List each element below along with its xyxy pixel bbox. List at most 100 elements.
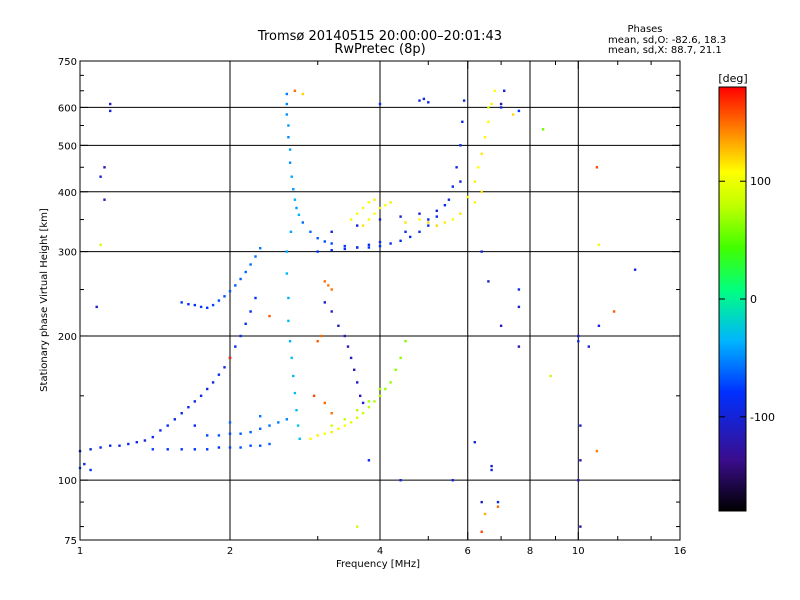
echo-point xyxy=(597,324,601,327)
echo-point xyxy=(268,424,271,427)
y-tick-label: 100 xyxy=(58,476,77,487)
echo-point xyxy=(89,468,92,472)
echo-point xyxy=(244,270,247,274)
echo-point xyxy=(228,432,232,435)
echo-point xyxy=(292,188,295,191)
echo-point xyxy=(378,102,382,106)
echo-point xyxy=(549,374,552,378)
echo-point xyxy=(541,128,545,131)
echo-point xyxy=(249,263,252,266)
echo-point xyxy=(462,99,466,102)
echo-point xyxy=(193,448,196,451)
echo-point xyxy=(290,175,293,178)
echo-point xyxy=(378,244,382,248)
x-tick-label: 2 xyxy=(227,546,233,557)
echo-point xyxy=(394,368,397,371)
echo-point xyxy=(443,221,447,224)
echo-point xyxy=(503,89,506,92)
colorbar-tick-label: 100 xyxy=(750,175,771,188)
echo-point xyxy=(330,242,333,245)
echo-point xyxy=(399,215,402,218)
echo-point xyxy=(89,448,92,451)
echo-point xyxy=(633,268,637,271)
x-tick-label: 1 xyxy=(77,546,83,557)
echo-point xyxy=(389,242,392,245)
echo-point xyxy=(587,345,590,348)
echo-point xyxy=(285,272,288,275)
echo-point xyxy=(418,230,421,233)
echo-point xyxy=(459,180,462,183)
echo-point xyxy=(499,102,503,106)
echo-point xyxy=(359,394,362,397)
echo-point xyxy=(199,305,203,309)
echo-point xyxy=(427,101,430,104)
echo-point xyxy=(487,106,490,109)
echo-point xyxy=(356,409,359,412)
echo-point xyxy=(346,345,350,348)
echo-point xyxy=(287,296,290,300)
echo-point xyxy=(499,106,503,109)
echo-point xyxy=(330,412,333,415)
echo-point xyxy=(480,250,483,253)
echo-point xyxy=(378,394,382,397)
echo-point xyxy=(95,305,98,309)
echo-point xyxy=(483,512,487,516)
echo-point xyxy=(109,102,112,106)
colorbar-tick-label: -100 xyxy=(750,411,775,424)
echo-point xyxy=(399,479,402,482)
echo-point xyxy=(259,415,262,418)
x-tick-label: 10 xyxy=(572,546,585,557)
echo-point xyxy=(99,175,102,178)
echo-point xyxy=(427,218,430,221)
echo-point xyxy=(435,215,438,218)
echo-point xyxy=(517,109,521,113)
echo-point xyxy=(301,221,304,224)
echo-point xyxy=(180,412,183,415)
echo-point xyxy=(389,201,392,204)
echo-point xyxy=(579,459,582,462)
echo-point xyxy=(287,136,290,139)
echo-point xyxy=(361,412,365,415)
echo-point xyxy=(612,310,616,313)
echo-point xyxy=(367,243,371,246)
echo-point xyxy=(480,152,483,155)
echo-point xyxy=(378,240,382,244)
echo-point xyxy=(109,109,112,113)
y-tick-label: 300 xyxy=(58,248,77,259)
y-tick-label: 400 xyxy=(58,188,77,199)
echo-point xyxy=(217,373,221,376)
echo-point xyxy=(579,424,582,427)
colorbar: [deg] 100 0 -100 xyxy=(718,72,775,512)
echo-point xyxy=(206,306,209,309)
echo-point xyxy=(127,442,130,446)
echo-point xyxy=(249,430,252,434)
echo-point xyxy=(293,198,297,201)
echo-point xyxy=(285,250,288,253)
colorbar-label: [deg] xyxy=(718,72,747,85)
echo-point xyxy=(349,218,353,221)
echo-point xyxy=(490,102,493,106)
echo-point xyxy=(597,243,601,246)
echo-point xyxy=(330,424,333,427)
echo-point xyxy=(211,303,215,307)
x-tick-label: 16 xyxy=(674,546,687,557)
x-axis-label: Frequency [MHz] xyxy=(336,559,420,570)
echo-point xyxy=(435,224,438,227)
chart-title: Tromsø 20140515 20:00:00–20:01:43 xyxy=(257,29,502,44)
echo-point xyxy=(135,441,138,444)
echo-point xyxy=(343,247,346,251)
echo-point xyxy=(268,314,271,318)
echo-point xyxy=(496,505,500,508)
echo-point xyxy=(143,439,147,442)
echo-point xyxy=(487,120,490,123)
echo-point xyxy=(490,464,493,468)
echo-point xyxy=(320,334,323,338)
echo-point xyxy=(293,89,297,92)
echo-point xyxy=(343,424,346,427)
echo-point xyxy=(166,448,169,451)
echo-point xyxy=(409,235,412,239)
echo-point xyxy=(418,212,421,215)
echo-point xyxy=(330,430,333,434)
echo-point xyxy=(118,444,121,447)
echo-point xyxy=(418,99,421,102)
